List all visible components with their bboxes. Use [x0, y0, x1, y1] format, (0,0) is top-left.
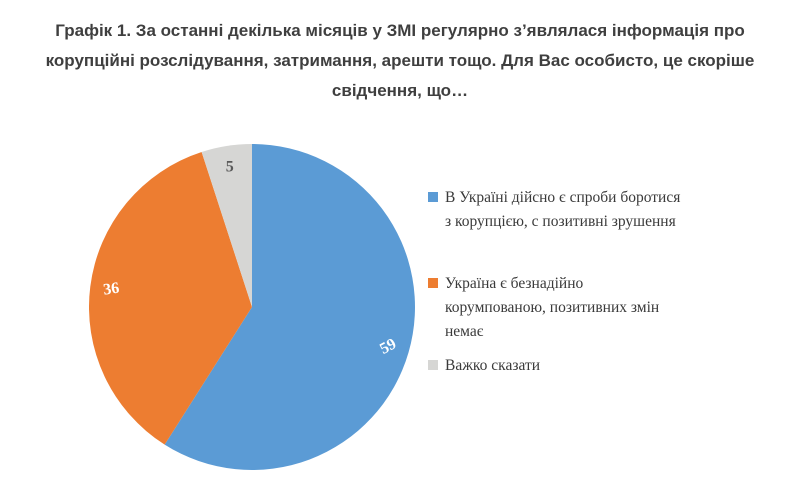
legend-swatch-icon: [428, 360, 438, 370]
pie-slice-label: 36: [102, 280, 120, 299]
chart-title: Графік 1. За останні декілька місяців у …: [45, 21, 755, 100]
legend-item-label: В Україні дійсно є спроби боротися з кор…: [445, 189, 681, 230]
legend-swatch-icon: [428, 278, 438, 288]
legend-item-label: Україна є безнадійно корумпованою, позит…: [445, 275, 660, 340]
pie-slice-1: [89, 151, 252, 445]
pie-slice-2: [201, 144, 252, 307]
pie-chart: 59 36 5: [89, 144, 415, 470]
legend-item: Україна є безнадійно корумпованою, позит…: [428, 272, 790, 344]
pie-slice-0: [164, 144, 415, 470]
pie-slice-label: 5: [226, 158, 234, 175]
legend-item: Важко сказати: [428, 354, 790, 378]
legend-swatch-icon: [428, 192, 438, 202]
legend-item: В Україні дійсно є спроби боротися з кор…: [428, 186, 790, 234]
pie-slice-label: 59: [377, 335, 399, 358]
legend-item-label: Важко сказати: [445, 357, 541, 374]
